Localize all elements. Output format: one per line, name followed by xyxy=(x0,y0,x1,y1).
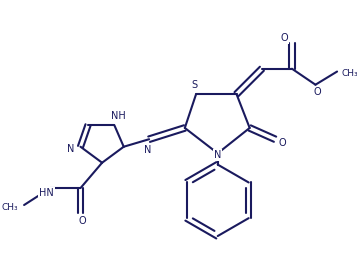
Text: N: N xyxy=(67,144,75,154)
Text: S: S xyxy=(191,80,197,90)
Text: CH₃: CH₃ xyxy=(2,203,19,212)
Text: HN: HN xyxy=(39,188,54,198)
Text: N: N xyxy=(214,150,221,160)
Text: N: N xyxy=(144,146,151,155)
Text: O: O xyxy=(313,87,321,97)
Text: O: O xyxy=(79,216,86,226)
Text: CH₃: CH₃ xyxy=(342,69,357,78)
Text: O: O xyxy=(281,33,288,43)
Text: O: O xyxy=(279,138,286,148)
Text: NH: NH xyxy=(111,111,125,121)
